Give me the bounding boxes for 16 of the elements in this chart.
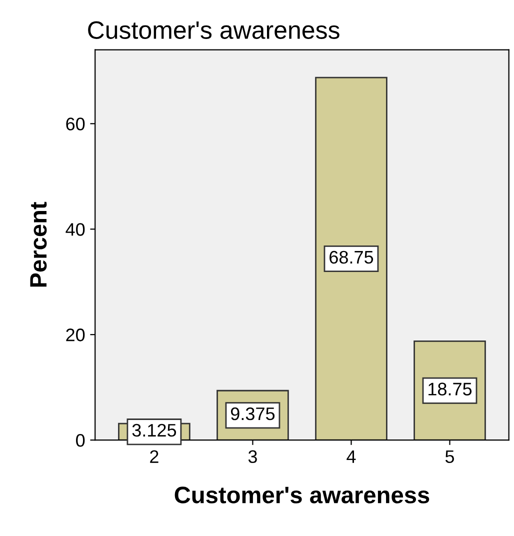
y-tick-label: 20 bbox=[66, 328, 85, 342]
data-label: 18.75 bbox=[428, 382, 472, 396]
x-tick-label: 2 bbox=[150, 450, 158, 463]
x-tick-label: 4 bbox=[346, 450, 356, 463]
data-label: 68.75 bbox=[330, 250, 374, 264]
bar bbox=[315, 76, 388, 440]
x-tick-label: 3 bbox=[248, 450, 257, 464]
data-label: 3.125 bbox=[132, 424, 176, 437]
x-tick-label: 5 bbox=[445, 450, 454, 464]
y-axis-title: Percent bbox=[30, 202, 47, 287]
y-tick-label: 60 bbox=[66, 118, 85, 130]
chart-title: Customer's awareness bbox=[88, 21, 340, 39]
y-tick-label: 40 bbox=[66, 223, 85, 236]
data-label: 9.375 bbox=[230, 407, 275, 420]
y-tick-label: 0 bbox=[76, 434, 85, 447]
x-axis-title: Customer's awareness bbox=[174, 486, 430, 504]
